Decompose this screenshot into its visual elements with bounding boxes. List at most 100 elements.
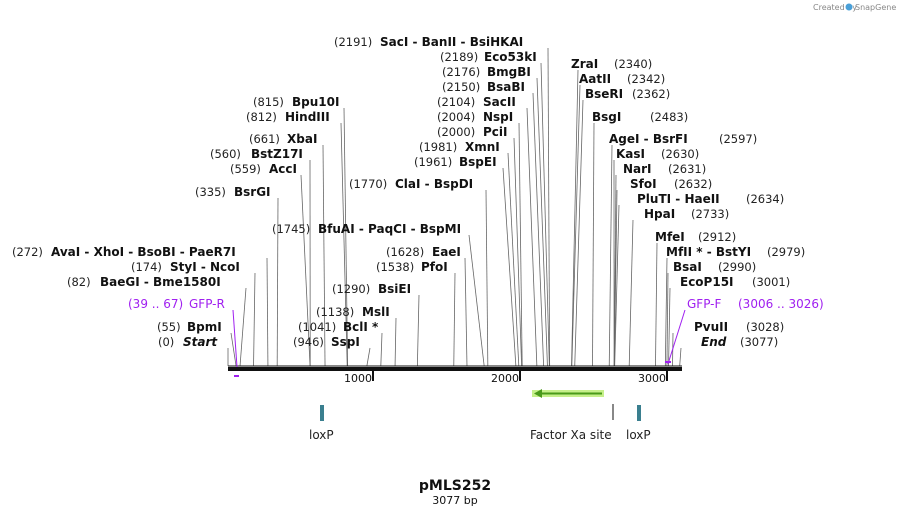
site-bpmi: (55) BpmI <box>157 320 222 334</box>
site-hindiii: (812) HindIII <box>246 110 330 124</box>
site-name: ZraI <box>571 57 598 71</box>
site-bstz17i: (560) BstZ17I <box>210 147 303 161</box>
site-leader-saci <box>547 47 551 367</box>
site-leader-avai <box>266 257 269 367</box>
site-leader-bsai <box>666 272 669 367</box>
site-leader-lines <box>227 47 682 367</box>
site-pluti: (2634) PluTI - HaeII <box>637 192 784 206</box>
site-leader-msli <box>394 317 397 367</box>
site-position: (2191) <box>334 35 372 49</box>
site-ecop15i: (3001) EcoP15I <box>680 275 790 289</box>
site-position: (946) <box>293 335 324 349</box>
site-name: HindIII <box>285 110 330 124</box>
site-acci: (559) AccI <box>230 162 297 176</box>
site-position: (815) <box>253 95 284 109</box>
feature-factor-xa-label: Factor Xa site <box>530 428 612 442</box>
site-name: EcoP15I <box>680 275 734 289</box>
site-sspi: (946) SspI <box>293 335 360 349</box>
site-agei: (2597) AgeI - BsrFI <box>609 132 757 146</box>
site-msli: (1138) MslI <box>316 305 390 319</box>
site-position: (1041) <box>298 320 336 334</box>
site-pcii: (2000) PciI <box>437 125 508 139</box>
site-leader-eaei <box>464 257 468 367</box>
site-name: NspI <box>483 110 513 124</box>
site-bsiei: (1290) BsiEI <box>332 282 411 296</box>
site-leader-pluti <box>614 204 620 367</box>
site-nari: (2631) NarI <box>623 162 706 176</box>
site-position: (812) <box>246 110 277 124</box>
site-hpai: (2733) HpaI <box>644 207 729 221</box>
site-eaei: (1628) EaeI <box>386 245 461 259</box>
site-name: PfoI <box>421 260 448 274</box>
site-position: (272) <box>12 245 43 259</box>
site-leader-hindiii <box>340 122 348 367</box>
site-name: StyI - NcoI <box>170 260 240 274</box>
site-name: MfII * - BstYI <box>666 245 751 259</box>
site-name: SspI <box>331 335 360 349</box>
site-position: (2597) <box>719 132 757 146</box>
site-name: AgeI - BsrFI <box>609 132 688 146</box>
site-name: Start <box>183 335 218 349</box>
site-pvuii: (3028) PvuII <box>694 320 784 334</box>
site-sacii: (2104) SacII <box>437 95 516 109</box>
site-leader-bseri <box>574 99 584 367</box>
site-position: (2362) <box>632 87 670 101</box>
site-baegi: (82) BaeGI - Bme1580I <box>67 275 221 289</box>
site-leader-aatii <box>571 84 581 367</box>
site-position: (0) <box>158 335 174 349</box>
site-name: PluTI - HaeII <box>637 192 720 206</box>
site-labels: (2191) SacI - BanII - BsiHKAI(2189) Eco53k… <box>12 35 805 349</box>
axis-ticks: 1000 2000 3000 <box>344 371 668 385</box>
site-position: (2340) <box>614 57 652 71</box>
site-xbai: (661) XbaI <box>249 132 317 146</box>
site-position: (2176) <box>442 65 480 79</box>
site-zrai: (2340) ZraI <box>571 57 652 71</box>
site-name: BclI * <box>343 320 379 334</box>
site-name: MslI <box>362 305 390 319</box>
site-bmgbi: (2176) BmgBI <box>442 65 531 79</box>
site-position: (2912) <box>698 230 736 244</box>
site-position: (1138) <box>316 305 354 319</box>
primer-gfp-r-leader <box>232 309 238 368</box>
site-bsrgi: (335) BsrGI <box>195 185 271 199</box>
site-leader-mfii <box>664 257 668 367</box>
site-name: BfuAI - PaqCI - BspMI <box>318 222 461 236</box>
site-leader-pfoi <box>453 272 456 367</box>
site-bpu10i: (815) Bpu10I <box>253 95 339 109</box>
feature-loxp-left: loxP <box>309 405 334 442</box>
site-leader-mfei <box>655 242 658 367</box>
site-position: (3077) <box>740 335 778 349</box>
site-bfuai: (1745) BfuAI - PaqCI - BspMI <box>272 222 461 236</box>
site-position: (2979) <box>767 245 805 259</box>
site-name: End <box>701 335 727 349</box>
site-name: BsaI <box>673 260 702 274</box>
site-leader-hpai <box>628 219 634 367</box>
loxp-right-glyph <box>637 405 641 421</box>
site-name: PciI <box>483 125 508 139</box>
site-position: (2000) <box>437 125 475 139</box>
feature-loxp-right: loxP <box>626 405 651 442</box>
site-position: (2990) <box>718 260 756 274</box>
site-leader-pcii <box>513 137 522 367</box>
site-leader-ecop15i <box>668 287 671 367</box>
backbone-line <box>228 367 682 371</box>
snapgene-logo-icon <box>845 3 853 11</box>
site-kasi: (2630) KasI <box>616 147 699 161</box>
primer-gfp-f-leader <box>667 309 686 365</box>
credit-text: Created by <box>813 3 857 12</box>
site-leader-acci <box>300 174 311 367</box>
site-position: (2632) <box>674 177 712 191</box>
site-position: (1290) <box>332 282 370 296</box>
site-position: (2631) <box>668 162 706 176</box>
site-leader-sspi <box>366 347 371 367</box>
site-leader-sacii <box>526 107 538 367</box>
site-pfoi: (1538) PfoI <box>376 260 448 274</box>
site-leader-nspi <box>518 122 523 367</box>
site-name: BsgI <box>592 110 621 124</box>
site-bspei: (1961) BspEI <box>414 155 497 169</box>
site-position: (1628) <box>386 245 424 259</box>
site-position: (2634) <box>746 192 784 206</box>
site-position: (174) <box>131 260 162 274</box>
site-bseri: (2362) BseRI <box>585 87 670 101</box>
tick-label-3000: 3000 <box>638 372 666 385</box>
